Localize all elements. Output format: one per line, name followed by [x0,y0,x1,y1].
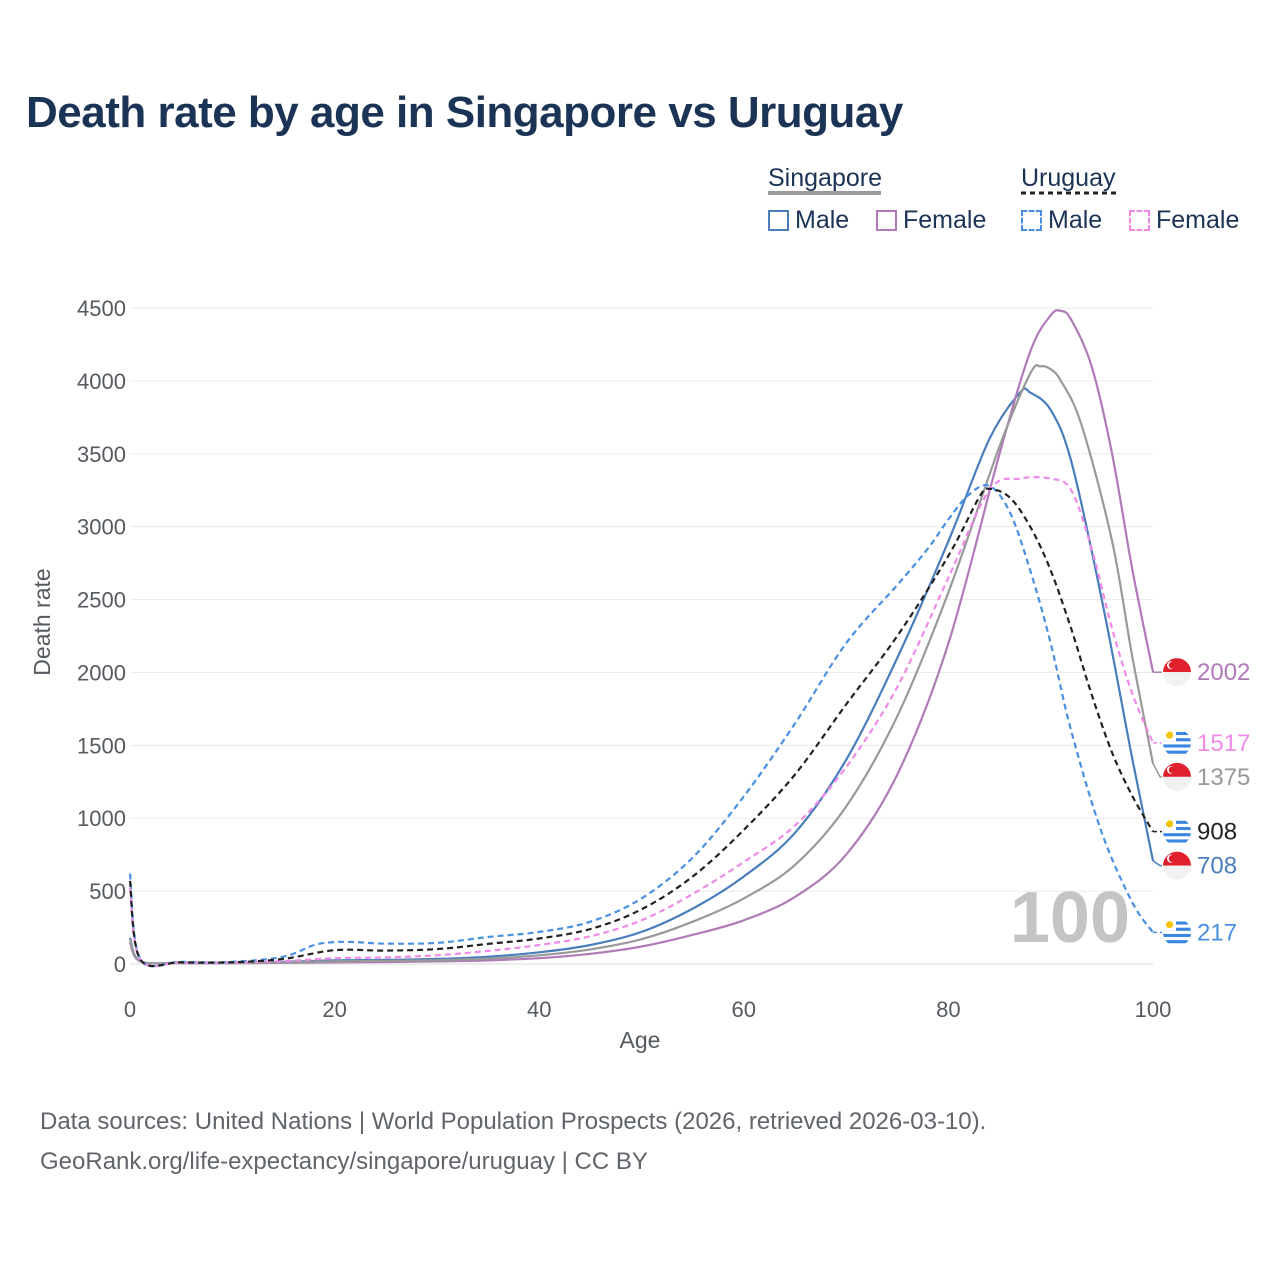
uruguay-flag-icon [1163,918,1191,947]
legend-swatch [1129,210,1150,231]
end-label-singapore-total: 1375 [1197,764,1250,791]
legend-group-singapore[interactable]: Singapore [768,164,882,193]
y-tick-label: 0 [114,952,126,977]
series-lines [128,309,1155,968]
x-tick-label: 100 [1135,997,1172,1022]
y-tick-label: 500 [89,879,126,904]
legend-group-singapore-label: Singapore [768,164,882,192]
legend-item-singapore-male[interactable]: Male [768,206,849,235]
series-line-uruguay-total[interactable] [128,487,1154,968]
x-tick-label: 80 [936,997,960,1022]
singapore-flag-icon [1163,762,1191,791]
end-label-singapore-female: 2002 [1197,659,1250,686]
series-line-uruguay-male[interactable] [128,484,1154,968]
legend-item-label: Female [1156,206,1240,234]
singapore-flag-icon [1163,658,1191,687]
y-tick-label: 1500 [77,733,126,758]
legend-item-label: Female [903,206,987,234]
source-line-2[interactable]: GeoRank.org/life-expectancy/singapore/ur… [40,1148,648,1175]
legend-group-uruguay-label: Uruguay [1021,164,1116,192]
y-axis-ticks: 0 500 1000 1500 2000 2500 3000 3500 4000 4500 [77,296,126,977]
x-axis-ticks: 0 20 40 60 80 100 [124,997,1171,1022]
legend-line-singapore [768,191,881,195]
grid [130,307,1153,965]
source-line-1: Data sources: United Nations | World Pop… [40,1108,987,1135]
y-tick-label: 3000 [77,515,126,540]
legend-group-uruguay[interactable]: Uruguay [1021,164,1116,193]
y-tick-label: 4000 [77,369,126,394]
legend-swatch [876,210,897,231]
legend-swatch [768,210,789,231]
series-line-singapore-total[interactable] [128,364,1155,965]
legend-item-uruguay-female[interactable]: Female [1129,206,1239,235]
end-label-uruguay-male: 217 [1197,919,1237,946]
end-label-connector [1152,860,1162,867]
chart-title: Death rate by age in Singapore vs Urugua… [26,88,903,137]
x-axis-title: Age [620,1027,661,1053]
uruguay-flag-icon [1163,728,1191,757]
end-label-uruguay-female: 1517 [1197,730,1250,757]
year-watermark: 100 [1010,878,1130,958]
uruguay-flag-icon [1163,817,1191,846]
series-line-singapore-male[interactable] [128,387,1155,965]
y-tick-label: 2000 [77,660,126,685]
x-tick-label: 20 [322,997,346,1022]
end-label-uruguay-total: 908 [1197,819,1237,846]
legend-item-label: Male [795,206,850,234]
series-line-uruguay-female[interactable] [128,476,1155,968]
series-line-singapore-female[interactable] [128,309,1155,965]
legend-item-uruguay-male[interactable]: Male [1021,206,1102,235]
end-label-connector [1152,763,1162,778]
y-tick-label: 2500 [77,588,126,613]
y-axis-title: Death rate [29,568,55,675]
y-tick-label: 1000 [77,806,126,831]
end-labels: 2002 1517 1375 908 708 217 [1152,658,1250,947]
y-tick-label: 4500 [77,296,126,321]
end-label-singapore-male: 708 [1197,853,1237,880]
line-chart: 100 050010001500200025003000350040004500… [29,296,1250,1053]
x-tick-label: 0 [124,997,136,1022]
y-tick-label: 3500 [77,442,126,467]
x-tick-label: 40 [527,997,551,1022]
legend-swatch [1021,210,1042,231]
legend-item-singapore-female[interactable]: Female [876,206,986,235]
singapore-flag-icon [1163,851,1191,880]
x-tick-label: 60 [732,997,756,1022]
legend-line-uruguay [1021,191,1119,195]
legend-item-label: Male [1048,206,1103,234]
